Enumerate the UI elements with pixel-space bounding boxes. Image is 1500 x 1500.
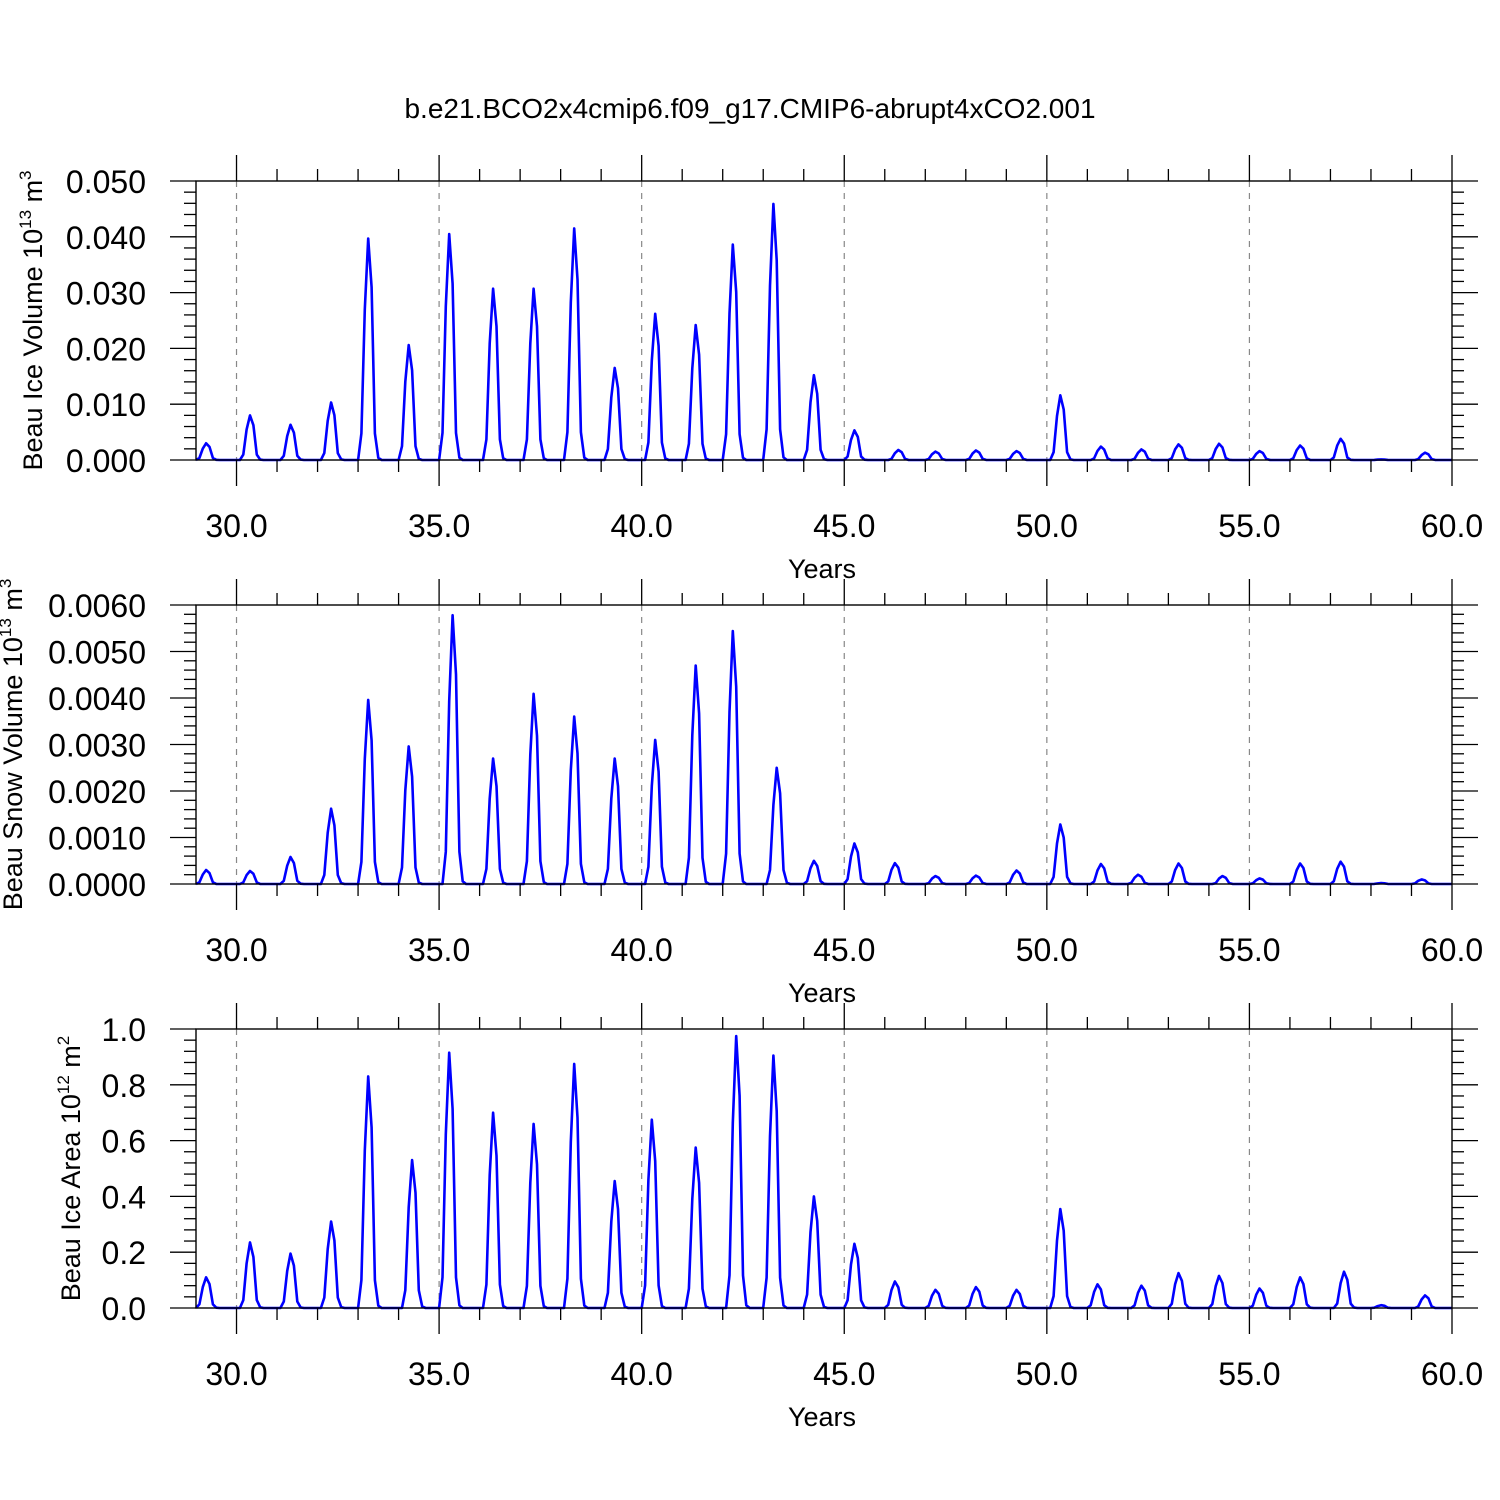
x-axis-label: Years xyxy=(788,978,856,1008)
y-tick-label: 0.030 xyxy=(66,276,146,312)
y-tick-label: 0.0020 xyxy=(48,774,146,810)
y-tick-label: 0.0030 xyxy=(48,728,146,764)
x-tick-label: 30.0 xyxy=(205,932,267,968)
chart-panel-2: 30.0 35.0 40.0 45.0 50.0 55.0 60.0 0.0000 0.0010… xyxy=(0,579,1483,1008)
x-tick-label: 40.0 xyxy=(611,932,673,968)
plot-frame xyxy=(195,1028,1453,1309)
x-tick-label: 50.0 xyxy=(1016,1356,1078,1392)
y-axis-label-exponent: 13 xyxy=(16,210,35,229)
y-axis-label-exponent: 12 xyxy=(54,1075,73,1094)
y-tick-label: 0.0060 xyxy=(48,588,146,624)
y-axis-label-unit-exponent: 3 xyxy=(0,579,15,588)
y-tick-label: 0.0000 xyxy=(48,867,146,903)
x-tick-label: 60.0 xyxy=(1421,508,1483,544)
x-tick-label: 50.0 xyxy=(1016,508,1078,544)
x-tick-label: 35.0 xyxy=(408,1356,470,1392)
y-axis-label-unit: m xyxy=(18,180,48,210)
y-axis-label-unit-exponent: 2 xyxy=(54,1036,73,1045)
y-axis-label-main: Beau Ice Area 10 xyxy=(56,1094,86,1301)
y-tick-label: 0.0040 xyxy=(48,681,146,717)
y-tick-label: 0.0 xyxy=(102,1291,146,1327)
x-tick-label: 60.0 xyxy=(1421,1356,1483,1392)
x-tick-label: 55.0 xyxy=(1218,508,1280,544)
y-tick-label: 0.000 xyxy=(66,443,146,479)
y-axis-label: Beau Ice Volume 1013 m3 xyxy=(16,170,48,470)
y-axis-label-unit-exponent: 3 xyxy=(16,170,35,179)
y-tick-label: 0.4 xyxy=(102,1179,146,1215)
y-tick-label: 0.0010 xyxy=(48,821,146,857)
series-line xyxy=(195,1034,1452,1310)
y-axis-label: Beau Ice Area 1012 m2 xyxy=(54,1036,86,1302)
y-axis-label-exponent: 13 xyxy=(0,618,15,637)
y-axis-label-unit: m xyxy=(56,1045,86,1075)
x-axis-label: Years xyxy=(788,1402,856,1432)
y-tick-label: 0.050 xyxy=(66,164,146,200)
x-tick-label: 35.0 xyxy=(408,508,470,544)
x-tick-label: 60.0 xyxy=(1421,932,1483,968)
y-tick-label: 0.0050 xyxy=(48,635,146,671)
series-line xyxy=(195,613,1452,886)
y-axis-label-main: Beau Ice Volume 10 xyxy=(18,229,48,471)
chart-panel-1: 30.0 35.0 40.0 45.0 50.0 55.0 60.0 0.000 0.010 0.… xyxy=(16,155,1483,584)
chart-panel-3: 30.0 35.0 40.0 45.0 50.0 55.0 60.0 0.0 0.2 0.4 0.6… xyxy=(54,1003,1483,1432)
y-tick-label: 0.010 xyxy=(66,387,146,423)
y-axis-label: Beau Snow Volume 1013 m3 xyxy=(0,579,28,911)
y-tick-label: 0.020 xyxy=(66,331,146,367)
y-axis-label-main: Beau Snow Volume 10 xyxy=(0,637,28,910)
plot-frame xyxy=(195,180,1453,461)
x-tick-label: 45.0 xyxy=(813,508,875,544)
x-tick-label: 45.0 xyxy=(813,1356,875,1392)
x-tick-label: 30.0 xyxy=(205,1356,267,1392)
x-tick-label: 40.0 xyxy=(611,1356,673,1392)
series-line xyxy=(195,202,1452,462)
y-axis-label-unit: m xyxy=(0,588,28,618)
y-tick-label: 0.040 xyxy=(66,220,146,256)
x-axis-label: Years xyxy=(788,554,856,584)
x-tick-label: 55.0 xyxy=(1218,1356,1280,1392)
x-tick-label: 55.0 xyxy=(1218,932,1280,968)
x-tick-label: 30.0 xyxy=(205,508,267,544)
x-tick-label: 50.0 xyxy=(1016,932,1078,968)
y-tick-label: 0.2 xyxy=(102,1235,146,1271)
y-tick-label: 0.6 xyxy=(102,1124,146,1160)
x-tick-label: 45.0 xyxy=(813,932,875,968)
y-tick-label: 1.0 xyxy=(102,1012,146,1048)
x-tick-label: 35.0 xyxy=(408,932,470,968)
plot-frame xyxy=(195,604,1453,885)
y-tick-label: 0.8 xyxy=(102,1068,146,1104)
figure-title: b.e21.BCO2x4cmip6.f09_g17.CMIP6-abrupt4x… xyxy=(404,93,1095,124)
x-tick-label: 40.0 xyxy=(611,508,673,544)
